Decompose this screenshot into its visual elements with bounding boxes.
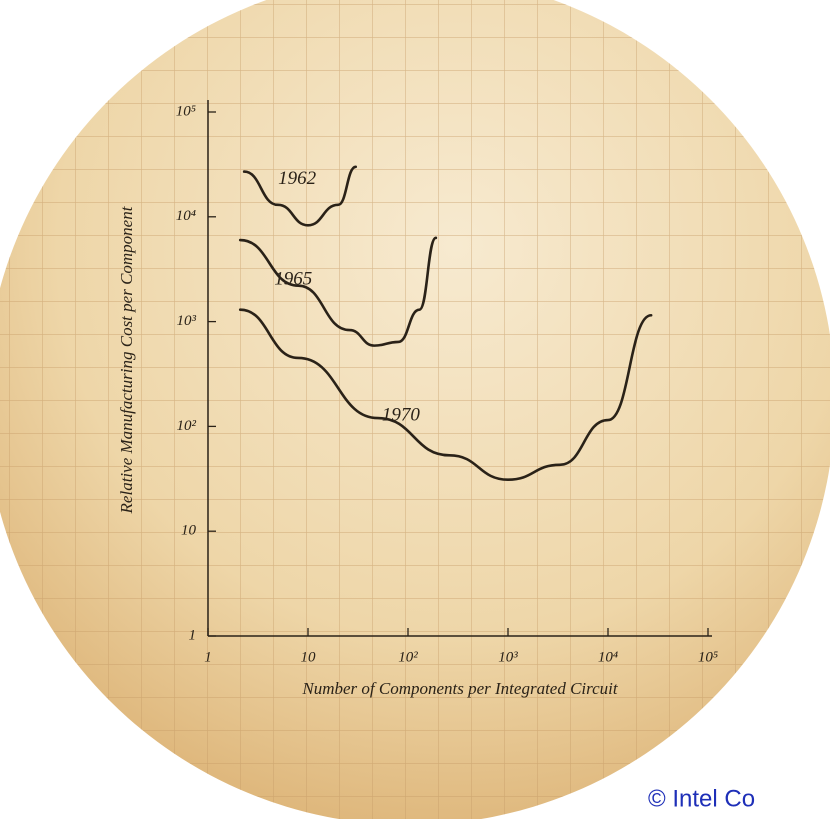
- y-tick-label: 10²: [177, 418, 197, 434]
- x-tick-label: 10²: [398, 649, 418, 665]
- chart: Number of Components per Integrated Circ…: [0, 0, 830, 819]
- series-label: 1962: [278, 168, 317, 189]
- x-tick-label: 10⁴: [598, 649, 618, 665]
- page: {"chart_data": {"type": "line", "x_label…: [0, 0, 830, 819]
- y-tick-label: 10: [181, 523, 197, 539]
- y-tick-label: 10⁵: [176, 103, 196, 119]
- series-label: 1965: [274, 268, 312, 289]
- x-tick-label: 10: [301, 649, 317, 665]
- y-tick-label: 10³: [177, 313, 197, 329]
- y-tick-label: 1: [189, 627, 197, 643]
- y-tick-label: 10⁴: [176, 208, 196, 224]
- x-tick-label: 10³: [498, 649, 518, 665]
- y-axis-label: Relative Manufacturing Cost per Componen…: [117, 205, 136, 514]
- series-label: 1970: [382, 404, 421, 425]
- x-tick-label: 10⁵: [698, 649, 718, 665]
- copyright: © Intel Co: [648, 785, 755, 812]
- x-axis-label: Number of Components per Integrated Circ…: [301, 679, 619, 698]
- x-tick-label: 1: [204, 649, 212, 665]
